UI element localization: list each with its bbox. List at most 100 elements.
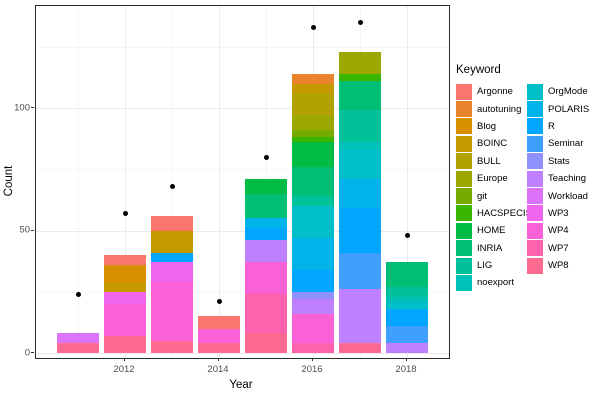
bar-segment-noexport <box>339 142 381 150</box>
x-tick-mark <box>218 358 219 361</box>
bar-segment-LIG <box>339 110 381 143</box>
legend-label: WP7 <box>548 242 569 254</box>
plot-panel <box>35 5 450 359</box>
legend-column: Argonne autotuning Blog BOINC BULL Europe git H… <box>456 83 532 292</box>
y-tick-label: 50 <box>19 224 30 236</box>
bar-segment-WP8 <box>198 343 240 353</box>
bar-segment-WP4 <box>198 328 240 344</box>
bar-segment-Europe <box>339 51 381 74</box>
legend-swatch <box>527 135 543 152</box>
legend-item-BULL: BULL <box>456 153 527 170</box>
gridline-major <box>36 108 449 109</box>
bar-segment-POLARIS <box>245 218 287 229</box>
data-point <box>263 154 269 160</box>
bar-segment-Teaching <box>245 240 287 263</box>
legend-label: Workload <box>548 190 588 202</box>
bar-segment-Teaching <box>339 289 381 344</box>
legend-item-Teaching: Teaching <box>527 170 589 187</box>
bar-segment-Argonne <box>104 255 146 265</box>
legend-label: BOINC <box>477 138 508 150</box>
bar-segment-Teaching <box>292 299 334 314</box>
bar-segment-Blog <box>104 264 146 282</box>
gridline-major <box>125 6 126 358</box>
legend-swatch <box>456 170 472 187</box>
x-tick-mark <box>124 358 125 361</box>
legend-item-Stats: Stats <box>527 153 589 170</box>
bar-2014 <box>198 316 240 353</box>
data-point <box>75 291 81 297</box>
legend-swatch <box>456 188 472 205</box>
bar-segment-Teaching <box>386 343 428 353</box>
legend-label: Teaching <box>548 173 587 185</box>
legend-item-R: R <box>527 118 589 135</box>
y-tick-mark <box>31 352 34 353</box>
bar-segment-WP8 <box>104 335 146 353</box>
data-point <box>169 183 175 189</box>
bar-segment-BULL <box>292 93 334 116</box>
legend-swatch <box>527 118 543 135</box>
legend-item-HACSPECIS: HACSPECIS <box>456 205 532 222</box>
bar-segment-git <box>292 130 334 138</box>
legend-label: R <box>548 120 555 132</box>
bar-segment-INRIA <box>292 166 334 197</box>
data-point <box>310 24 316 30</box>
legend-swatch <box>527 188 543 205</box>
legend-item-WP3: WP3 <box>527 205 589 222</box>
bar-segment-WP4 <box>104 304 146 336</box>
bar-segment-Workload <box>57 333 99 344</box>
bar-segment-WP8 <box>245 333 287 353</box>
gridline-major <box>36 353 449 354</box>
legend-swatch <box>456 222 472 239</box>
bar-2017 <box>339 51 381 353</box>
legend-item-WP7: WP7 <box>527 240 589 257</box>
bar-segment-HOME <box>292 142 334 167</box>
gridline-minor <box>36 169 449 171</box>
gridline-major <box>407 6 408 358</box>
y-axis-title: Count <box>3 165 15 197</box>
legend-label: LIG <box>477 260 493 272</box>
legend-label: Europe <box>477 173 508 185</box>
bar-segment-LIG <box>292 196 334 206</box>
legend-item-Europe: Europe <box>456 170 527 187</box>
bar-segment-Europe <box>292 115 334 131</box>
x-tick-label: 2014 <box>207 364 229 375</box>
legend-label: Stats <box>548 155 570 167</box>
legend-swatch <box>456 205 472 222</box>
data-point <box>357 19 363 25</box>
legend-label: POLARIS <box>548 103 590 115</box>
bar-2015 <box>245 179 287 353</box>
gridline-minor <box>78 6 79 358</box>
legend-swatch <box>527 240 543 257</box>
bar-2016 <box>292 73 334 353</box>
legend-item-Workload: Workload <box>527 187 589 205</box>
gridline-minor <box>36 46 449 48</box>
legend-label: HOME <box>477 225 506 237</box>
bar-segment-R <box>386 308 428 327</box>
bar-segment-WP7 <box>245 294 287 334</box>
gridline-major <box>36 230 449 232</box>
bar-segment-LIG <box>386 286 428 297</box>
legend-item-BOINC: BOINC <box>456 135 527 152</box>
bar-segment-INRIA <box>245 193 287 219</box>
bar-segment-Stats <box>292 291 334 300</box>
bar-segment-WP8 <box>339 343 381 353</box>
bar-segment-WP7 <box>292 343 334 353</box>
data-point <box>404 232 410 238</box>
data-point <box>216 299 222 305</box>
legend-swatch <box>456 153 472 170</box>
legend-item-LIG: LIG <box>456 257 527 274</box>
legend-label: noexport <box>477 277 514 289</box>
legend-item-OrgMode: OrgMode <box>527 83 589 100</box>
legend-label: BULL <box>477 155 501 167</box>
x-tick-label: 2016 <box>301 364 323 375</box>
legend-swatch <box>527 83 543 100</box>
legend-swatch <box>456 101 472 118</box>
bar-2011 <box>57 333 99 353</box>
bar-segment-HACSPECIS <box>292 137 334 143</box>
legend-entries: Argonne autotuning Blog BOINC BULL Europe git H… <box>456 83 589 292</box>
legend-label: WP3 <box>548 207 569 219</box>
gridline-minor <box>36 291 449 293</box>
bar-segment-HACSPECIS <box>339 73 381 82</box>
legend-item-Seminar: Seminar <box>527 135 589 152</box>
